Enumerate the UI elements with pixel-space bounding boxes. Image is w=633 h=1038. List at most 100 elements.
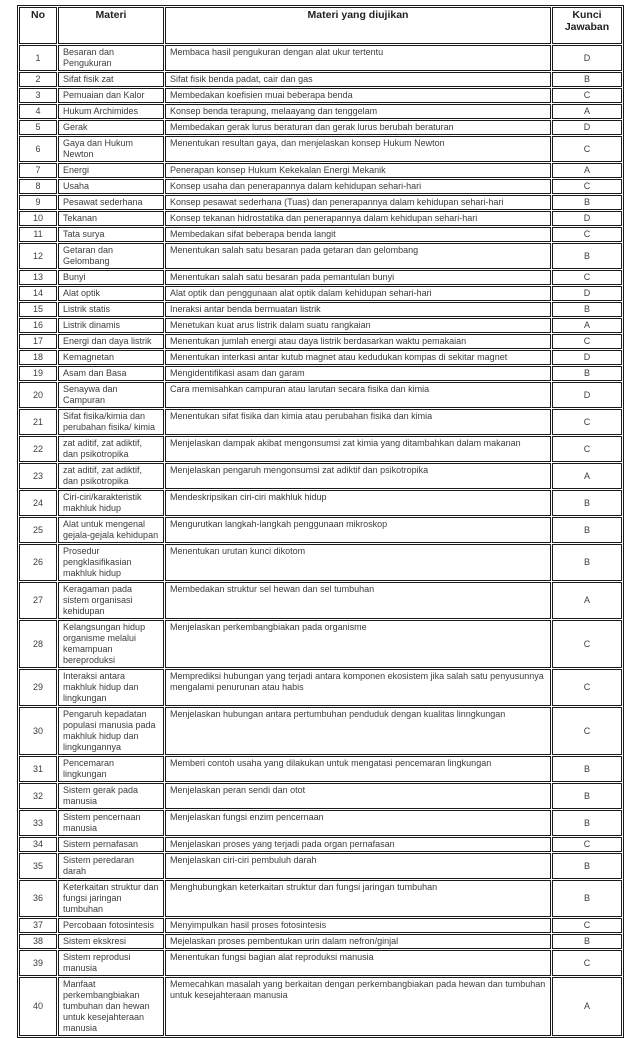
cell-no: 34 xyxy=(19,837,57,852)
answer-key-table: No Materi Materi yang diujikan Kunci Jaw… xyxy=(17,5,624,1038)
cell-kunci: C xyxy=(552,409,622,435)
cell-materi: Pemuaian dan Kalor xyxy=(58,88,164,103)
cell-diujikan: Sifat fisik benda padat, cair dan gas xyxy=(165,72,551,87)
cell-kunci: C xyxy=(552,950,622,976)
table-row: 27 Keragaman pada sistem organisasi kehid… xyxy=(19,582,622,619)
cell-diujikan: Menentukan salah satu besaran pada getar… xyxy=(165,243,551,269)
table-row: 7 Energi Penerapan konsep Hukum Kekekalan … xyxy=(19,163,622,178)
cell-materi: Listrik dinamis xyxy=(58,318,164,333)
cell-diujikan: Membaca hasil pengukuran dengan alat uku… xyxy=(165,45,551,71)
cell-kunci: D xyxy=(552,286,622,301)
cell-materi: Listrik statis xyxy=(58,302,164,317)
cell-no: 12 xyxy=(19,243,57,269)
cell-diujikan: Menghubungkan keterkaitan struktur dan f… xyxy=(165,880,551,917)
cell-kunci: B xyxy=(552,490,622,516)
cell-diujikan: Memprediksi hubungan yang terjadi antara… xyxy=(165,669,551,706)
cell-kunci: C xyxy=(552,918,622,933)
cell-no: 39 xyxy=(19,950,57,976)
cell-materi: Energi xyxy=(58,163,164,178)
cell-diujikan: Memecahkan masalah yang berkaitan dengan… xyxy=(165,977,551,1036)
table-row: 19 Asam dan Basa Mengidentifikasi asam dan… xyxy=(19,366,622,381)
cell-no: 5 xyxy=(19,120,57,135)
cell-diujikan: Menjelaskan hubungan antara pertumbuhan … xyxy=(165,707,551,755)
cell-no: 17 xyxy=(19,334,57,349)
cell-materi: Prosedur pengklasifikasian makhluk hidup xyxy=(58,544,164,581)
cell-kunci: B xyxy=(552,517,622,543)
table-row: 18 Kemagnetan Menentukan interkasi antar k… xyxy=(19,350,622,365)
table-row: 13 Bunyi Menentukan salah satu besaran pad… xyxy=(19,270,622,285)
table-row: 15 Listrik statis Ineraksi antar benda ber… xyxy=(19,302,622,317)
cell-kunci: A xyxy=(552,582,622,619)
cell-kunci: B xyxy=(552,756,622,782)
cell-kunci: B xyxy=(552,302,622,317)
cell-diujikan: Membedakan koefisien muai beberapa benda xyxy=(165,88,551,103)
cell-diujikan: Menentukan sifat fisika dan kimia atau p… xyxy=(165,409,551,435)
cell-diujikan: Membedakan struktur sel hewan dan sel tu… xyxy=(165,582,551,619)
cell-no: 29 xyxy=(19,669,57,706)
cell-materi: Sifat fisika/kimia dan perubahan fisika/… xyxy=(58,409,164,435)
cell-materi: Senaywa dan Campuran xyxy=(58,382,164,408)
cell-no: 19 xyxy=(19,366,57,381)
cell-kunci: B xyxy=(552,195,622,210)
header-no: No xyxy=(19,7,57,44)
cell-materi: Gerak xyxy=(58,120,164,135)
cell-kunci: A xyxy=(552,463,622,489)
cell-materi: Getaran dan Gelombang xyxy=(58,243,164,269)
cell-kunci: C xyxy=(552,270,622,285)
cell-no: 25 xyxy=(19,517,57,543)
cell-diujikan: Menyimpulkan hasil proses fotosintesis xyxy=(165,918,551,933)
cell-materi: Keterkaitan struktur dan fungsi jaringan… xyxy=(58,880,164,917)
cell-kunci: A xyxy=(552,163,622,178)
header-row: No Materi Materi yang diujikan Kunci Jaw… xyxy=(19,7,622,44)
cell-diujikan: Menentukan fungsi bagian alat reproduksi… xyxy=(165,950,551,976)
cell-no: 40 xyxy=(19,977,57,1036)
cell-diujikan: Cara memisahkan campuran atau larutan se… xyxy=(165,382,551,408)
cell-no: 8 xyxy=(19,179,57,194)
cell-no: 6 xyxy=(19,136,57,162)
cell-no: 20 xyxy=(19,382,57,408)
cell-kunci: C xyxy=(552,179,622,194)
cell-materi: Energi dan daya listrik xyxy=(58,334,164,349)
table-row: 36 Keterkaitan struktur dan fungsi jaring… xyxy=(19,880,622,917)
table-row: 21 Sifat fisika/kimia dan perubahan fisik… xyxy=(19,409,622,435)
table-row: 32 Sistem gerak pada manusia Menjelaskan p… xyxy=(19,783,622,809)
cell-kunci: B xyxy=(552,243,622,269)
cell-no: 10 xyxy=(19,211,57,226)
table-row: 37 Percobaan fotosintesis Menyimpulkan has… xyxy=(19,918,622,933)
table-row: 26 Prosedur pengklasifikasian makhluk hid… xyxy=(19,544,622,581)
table-row: 4 Hukum Archimides Konsep benda terapung, … xyxy=(19,104,622,119)
cell-kunci: C xyxy=(552,837,622,852)
cell-diujikan: Menjelaskan proses yang terjadi pada org… xyxy=(165,837,551,852)
cell-materi: Usaha xyxy=(58,179,164,194)
table-row: 16 Listrik dinamis Menetukan kuat arus lis… xyxy=(19,318,622,333)
table-row: 24 Ciri-ciri/karakteristik makhluk hidup M… xyxy=(19,490,622,516)
table-row: 22 zat aditif, zat adiktif, dan psikotrop… xyxy=(19,436,622,462)
table-row: 25 Alat untuk mengenal gejala-gejala kehi… xyxy=(19,517,622,543)
cell-kunci: C xyxy=(552,669,622,706)
cell-kunci: C xyxy=(552,88,622,103)
cell-diujikan: Konsep tekanan hidrostatika dan penerapa… xyxy=(165,211,551,226)
answer-key-table-body: 1 Besaran dan Pengukuran Membaca hasil pen… xyxy=(19,45,622,1036)
cell-kunci: C xyxy=(552,707,622,755)
cell-materi: Interaksi antara makhluk hidup dan lingk… xyxy=(58,669,164,706)
header-kunci-jawaban: Kunci Jawaban xyxy=(552,7,622,44)
cell-diujikan: Konsep benda terapung, melaayang dan ten… xyxy=(165,104,551,119)
cell-materi: Sistem peredaran darah xyxy=(58,853,164,879)
cell-kunci: D xyxy=(552,45,622,71)
cell-diujikan: Membedakan gerak lurus beraturan dan ger… xyxy=(165,120,551,135)
cell-diujikan: Menjelaskan fungsi enzim pencernaan xyxy=(165,810,551,836)
cell-no: 1 xyxy=(19,45,57,71)
cell-no: 26 xyxy=(19,544,57,581)
table-row: 17 Energi dan daya listrik Menentukan juml… xyxy=(19,334,622,349)
cell-no: 2 xyxy=(19,72,57,87)
table-row: 2 Sifat fisik zat Sifat fisik benda padat,… xyxy=(19,72,622,87)
cell-no: 31 xyxy=(19,756,57,782)
cell-kunci: C xyxy=(552,227,622,242)
cell-materi: Keragaman pada sistem organisasi kehidup… xyxy=(58,582,164,619)
table-row: 12 Getaran dan Gelombang Menentukan salah … xyxy=(19,243,622,269)
cell-diujikan: Menentukan resultan gaya, dan menjelaska… xyxy=(165,136,551,162)
cell-diujikan: Konsep usaha dan penerapannya dalam kehi… xyxy=(165,179,551,194)
cell-diujikan: Penerapan konsep Hukum Kekekalan Energi … xyxy=(165,163,551,178)
cell-no: 30 xyxy=(19,707,57,755)
cell-no: 32 xyxy=(19,783,57,809)
